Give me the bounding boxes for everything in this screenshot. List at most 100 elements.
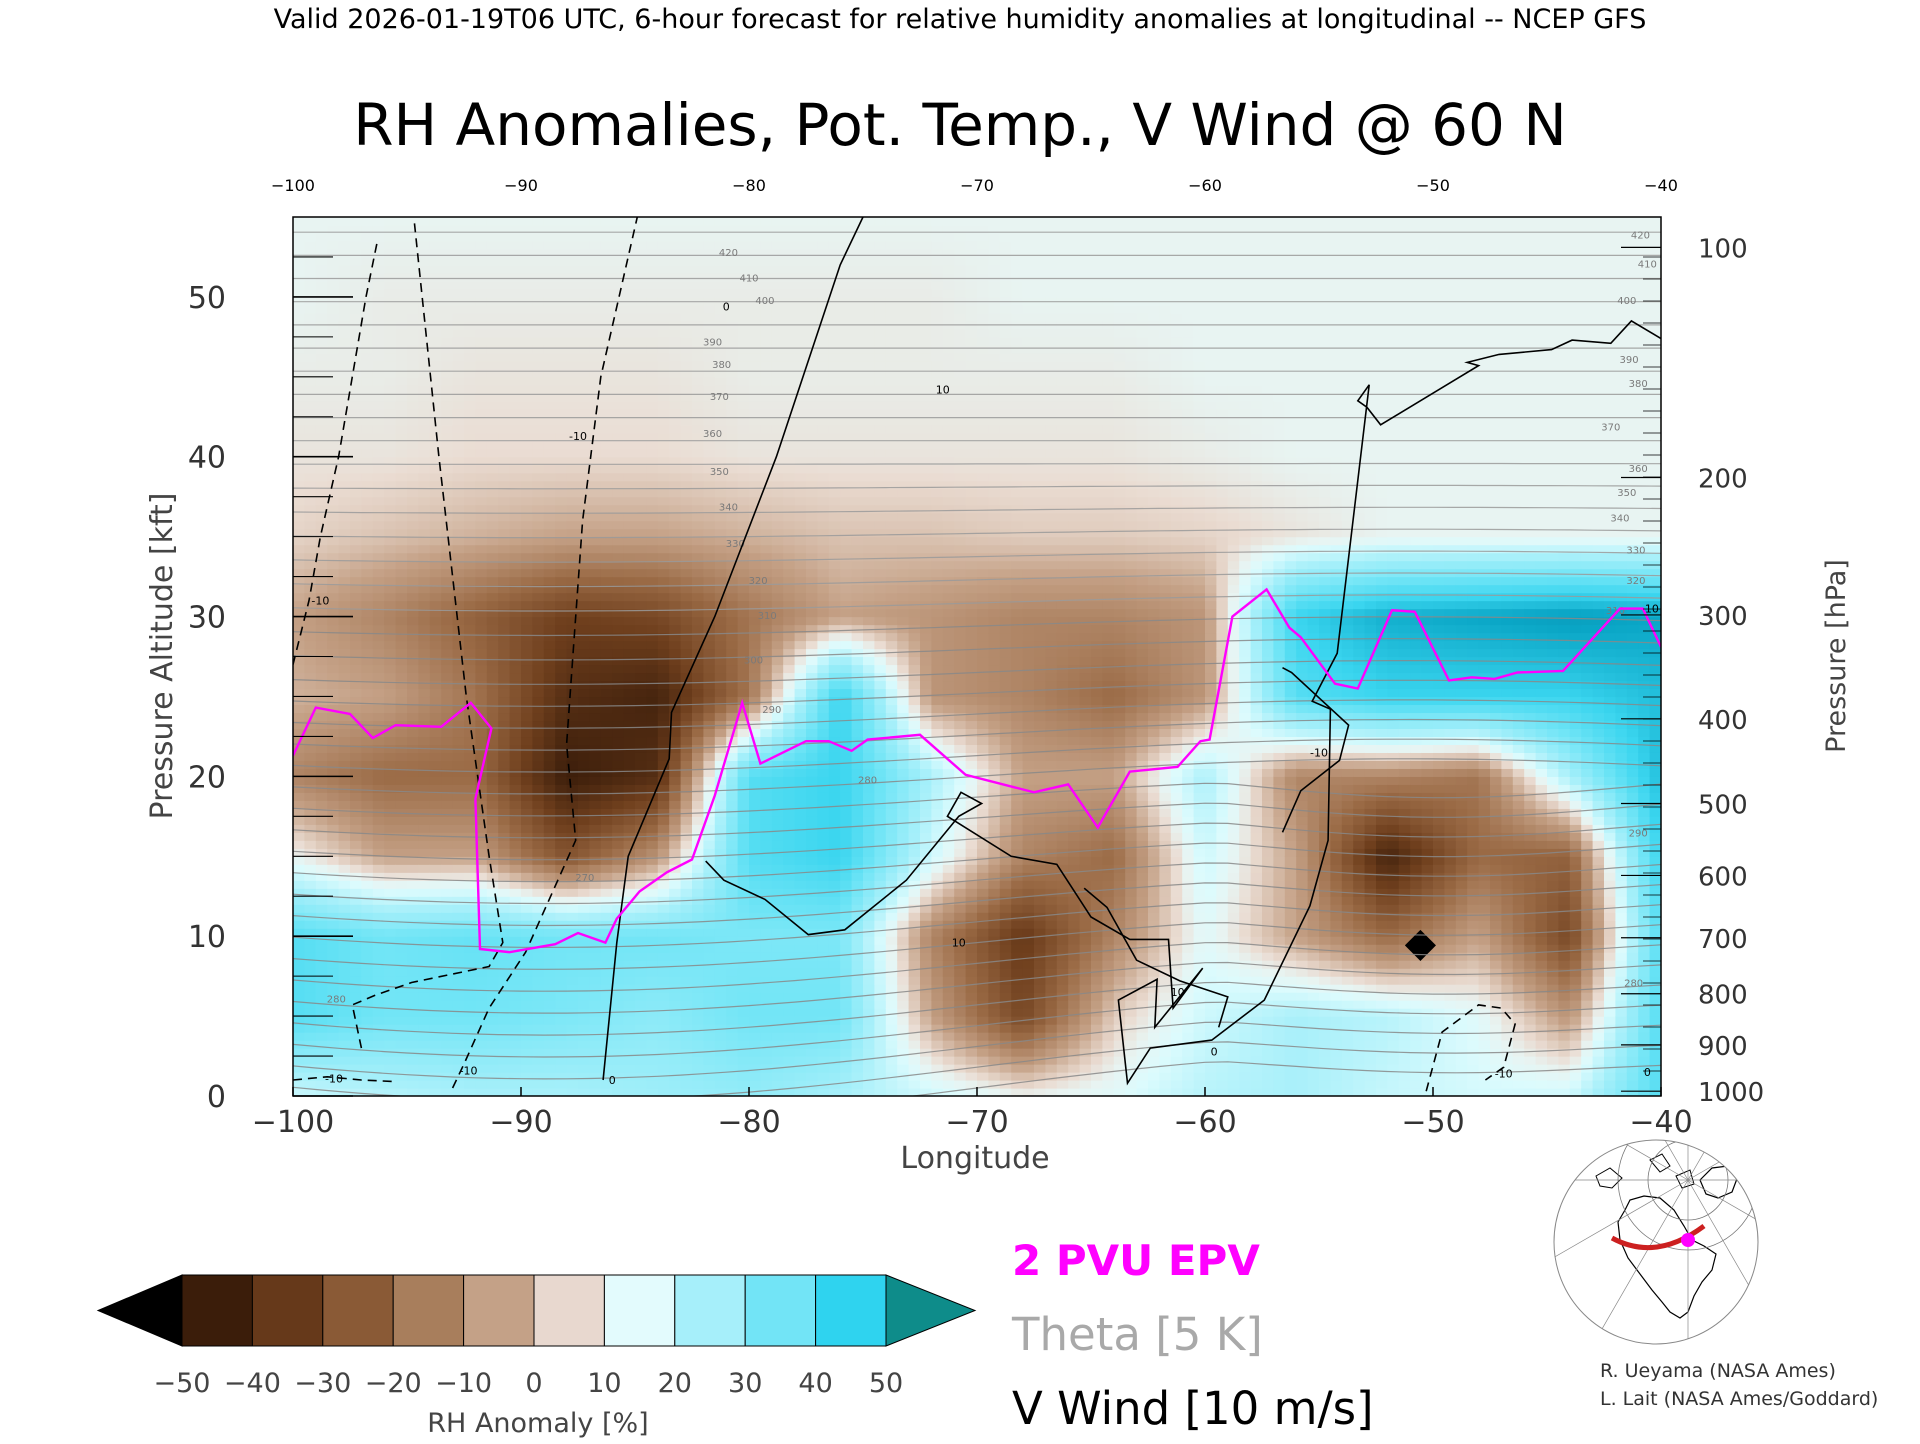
rh-anomaly-cell xyxy=(771,896,784,905)
rh-anomaly-cell xyxy=(703,1024,716,1033)
rh-anomaly-cell xyxy=(293,872,305,881)
rh-anomaly-cell xyxy=(760,688,773,698)
rh-anomaly-cell xyxy=(372,304,385,314)
rh-anomaly-cell xyxy=(486,1048,499,1057)
rh-anomaly-cell xyxy=(384,656,397,666)
rh-anomaly-cell xyxy=(361,392,374,402)
rh-anomaly-cell xyxy=(441,856,454,865)
rh-anomaly-cell xyxy=(578,1056,590,1065)
rh-anomaly-cell xyxy=(475,480,488,490)
rh-anomaly-cell xyxy=(521,576,533,586)
rh-anomaly-cell xyxy=(532,872,545,881)
rh-anomaly-cell xyxy=(623,880,636,889)
rh-anomaly-cell xyxy=(600,328,613,338)
rh-anomaly-cell xyxy=(680,472,693,482)
rh-anomaly-cell xyxy=(486,440,499,450)
rh-anomaly-cell xyxy=(566,1072,579,1081)
rh-anomaly-cell xyxy=(612,217,625,226)
rh-anomaly-cell xyxy=(680,688,693,698)
rh-anomaly-cell xyxy=(635,224,647,234)
rh-anomaly-cell xyxy=(293,288,305,298)
rh-anomaly-cell xyxy=(794,872,807,881)
rh-anomaly-cell xyxy=(418,392,431,402)
rh-anomaly-cell xyxy=(612,616,625,626)
rh-anomaly-cell xyxy=(783,1016,796,1025)
rh-anomaly-cell xyxy=(669,704,682,714)
rh-anomaly-cell xyxy=(532,784,545,793)
rh-anomaly-cell xyxy=(692,472,704,482)
rh-anomaly-cell xyxy=(464,632,476,642)
rh-anomaly-cell xyxy=(646,464,659,474)
rh-anomaly-cell xyxy=(794,944,807,953)
rh-anomaly-cell xyxy=(726,448,739,458)
rh-anomaly-cell xyxy=(395,400,408,410)
rh-anomaly-cell xyxy=(806,864,818,873)
rh-anomaly-cell xyxy=(361,600,374,610)
rh-anomaly-cell xyxy=(452,576,465,586)
rh-anomaly-cell xyxy=(475,456,488,466)
rh-anomaly-cell xyxy=(543,744,556,753)
rh-anomaly-cell xyxy=(692,1064,704,1073)
rh-anomaly-cell xyxy=(395,440,408,450)
rh-anomaly-cell xyxy=(783,1000,796,1009)
rh-anomaly-cell xyxy=(555,248,568,258)
rh-anomaly-cell xyxy=(452,792,465,801)
rh-anomaly-cell xyxy=(486,896,499,905)
rh-anomaly-cell xyxy=(475,392,488,402)
rh-anomaly-cell xyxy=(703,992,716,1001)
rh-anomaly-cell xyxy=(338,800,351,809)
rh-anomaly-cell xyxy=(486,840,499,849)
rh-anomaly-cell xyxy=(315,1048,328,1057)
rh-anomaly-cell xyxy=(612,984,625,993)
rh-anomaly-cell xyxy=(361,336,374,346)
rh-anomaly-cell xyxy=(669,464,682,474)
rh-anomaly-cell xyxy=(771,696,784,706)
rh-anomaly-cell xyxy=(429,480,442,490)
rh-anomaly-cell xyxy=(429,760,442,769)
rh-anomaly-cell xyxy=(441,440,454,450)
rh-anomaly-cell xyxy=(589,328,602,338)
rh-anomaly-cell xyxy=(315,736,328,745)
rh-anomaly-cell xyxy=(794,344,807,354)
rh-anomaly-cell xyxy=(315,952,328,961)
rh-anomaly-cell xyxy=(749,1040,761,1049)
rh-anomaly-cell xyxy=(395,832,408,841)
rh-anomaly-cell xyxy=(771,984,784,993)
rh-anomaly-cell xyxy=(407,352,419,362)
rh-anomaly-cell xyxy=(760,352,773,362)
rh-anomaly-cell xyxy=(509,976,522,985)
rh-anomaly-cell xyxy=(646,976,659,985)
rh-anomaly-cell xyxy=(669,576,682,586)
rh-anomaly-cell xyxy=(315,344,328,354)
rh-anomaly-cell xyxy=(521,456,533,466)
rh-anomaly-cell xyxy=(361,808,374,817)
rh-anomaly-cell xyxy=(293,440,305,450)
rh-anomaly-cell xyxy=(578,944,590,953)
rh-anomaly-cell xyxy=(532,352,545,362)
rh-anomaly-cell xyxy=(714,888,727,897)
rh-anomaly-cell xyxy=(646,400,659,410)
rh-anomaly-cell xyxy=(521,744,533,753)
rh-anomaly-cell xyxy=(578,592,590,602)
rh-anomaly-cell xyxy=(452,632,465,642)
rh-anomaly-cell xyxy=(669,1072,682,1081)
rh-anomaly-cell xyxy=(384,432,397,442)
rh-anomaly-cell xyxy=(543,816,556,825)
rh-anomaly-cell xyxy=(395,904,408,913)
rh-anomaly-cell xyxy=(521,808,533,817)
rh-anomaly-cell xyxy=(623,808,636,817)
rh-anomaly-cell xyxy=(509,840,522,849)
rh-anomaly-cell xyxy=(498,520,511,530)
rh-anomaly-cell xyxy=(532,928,545,937)
rh-anomaly-cell xyxy=(794,912,807,921)
rh-anomaly-cell xyxy=(726,896,739,905)
rh-anomaly-cell xyxy=(532,312,545,322)
rh-anomaly-cell xyxy=(395,496,408,506)
rh-anomaly-cell xyxy=(657,1056,670,1065)
rh-anomaly-cell xyxy=(589,1056,602,1065)
rh-anomaly-cell xyxy=(578,240,590,250)
rh-anomaly-cell xyxy=(669,384,682,394)
rh-anomaly-cell xyxy=(509,640,522,650)
rh-anomaly-cell xyxy=(475,520,488,530)
rh-anomaly-cell xyxy=(783,368,796,378)
